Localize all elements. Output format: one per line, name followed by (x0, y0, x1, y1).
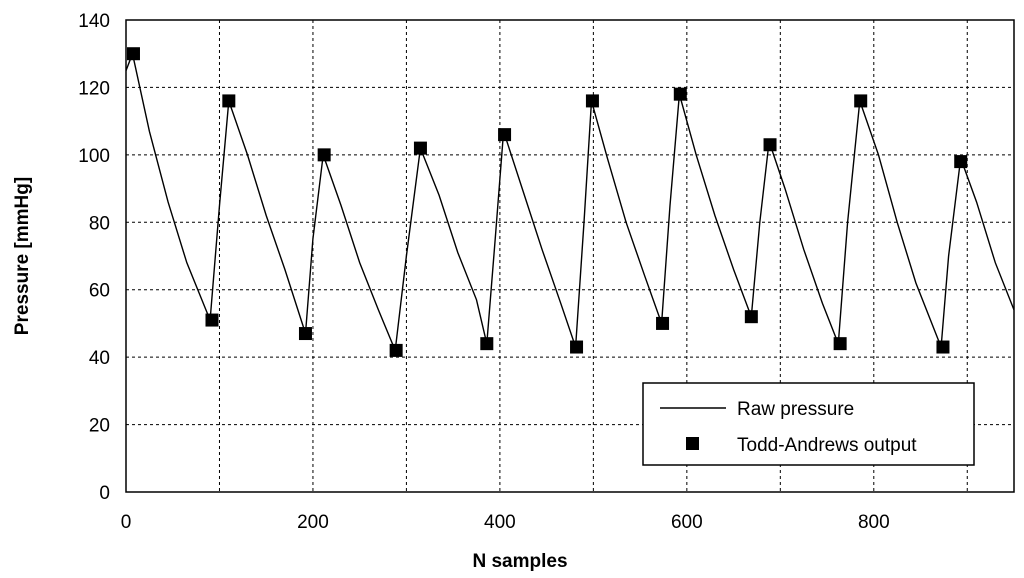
y-tick-label: 140 (78, 11, 110, 32)
legend-box (642, 382, 975, 466)
x-tick-label: 200 (297, 512, 329, 533)
x-tick-label: 800 (858, 512, 890, 533)
legend-entry-todd-andrews-output: Todd-Andrews output (737, 435, 917, 456)
x-tick-label: 400 (484, 512, 516, 533)
data-point-todd-andrews (585, 94, 599, 108)
series-layer (126, 47, 1014, 357)
series-line-raw-pressure (126, 51, 1014, 354)
legend: Raw pressure Todd-Andrews output (642, 382, 975, 466)
data-point-todd-andrews (298, 327, 312, 341)
data-point-todd-andrews (656, 316, 670, 330)
data-point-todd-andrews (413, 141, 427, 155)
data-point-todd-andrews (126, 47, 140, 61)
y-tick-label: 60 (89, 281, 110, 302)
data-point-todd-andrews (389, 343, 403, 357)
legend-entry-raw-pressure: Raw pressure (737, 399, 854, 420)
data-point-todd-andrews (205, 313, 219, 327)
data-point-todd-andrews (222, 94, 236, 108)
plot-frame (125, 19, 1015, 493)
x-tick-label: 600 (671, 512, 703, 533)
y-tick-label: 80 (89, 213, 110, 234)
x-tick-label: 0 (121, 512, 132, 533)
data-point-todd-andrews (317, 148, 331, 162)
data-point-todd-andrews (744, 310, 758, 324)
data-point-todd-andrews (480, 337, 494, 351)
data-point-todd-andrews (833, 337, 847, 351)
y-axis-label: Pressure [mmHg] (12, 177, 33, 335)
y-tick-label: 40 (89, 348, 110, 369)
axis-ticks: 0 200 400 600 800 0 20 40 60 80 100 120 140 (78, 11, 889, 533)
y-tick-label: 120 (78, 78, 110, 99)
data-point-todd-andrews (570, 340, 584, 354)
y-tick-label: 100 (78, 146, 110, 167)
x-axis-label: N samples (472, 551, 567, 572)
y-tick-label: 20 (89, 416, 110, 437)
data-point-todd-andrews (673, 87, 687, 101)
y-tick-label: 0 (99, 483, 110, 504)
data-point-todd-andrews (854, 94, 868, 108)
data-point-todd-andrews (498, 128, 512, 142)
data-point-todd-andrews (763, 138, 777, 152)
data-point-todd-andrews (954, 155, 968, 169)
data-point-todd-andrews (936, 340, 950, 354)
legend-marker-swatch (686, 437, 699, 450)
